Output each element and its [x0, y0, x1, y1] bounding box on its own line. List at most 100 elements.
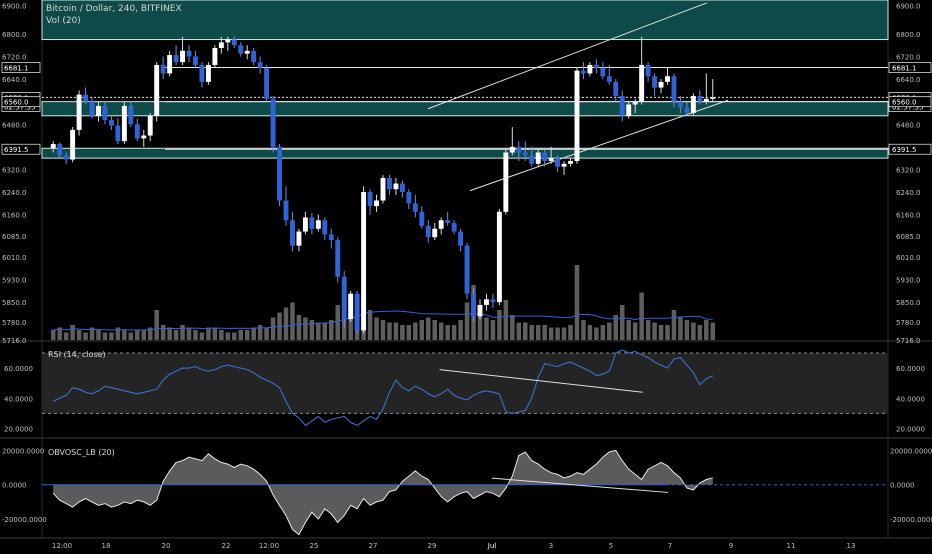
- volume-bar: [83, 332, 88, 340]
- time-axis-label: 29: [428, 542, 437, 550]
- candle-body: [580, 70, 586, 74]
- price-label-box-left: [1, 62, 41, 73]
- candle-body: [296, 231, 302, 246]
- price-tick-label-left: 5930.0: [2, 277, 27, 285]
- resistance-zone: [41, 147, 889, 159]
- volume-bar: [497, 310, 502, 340]
- price-tick-label-left: 6010.0: [2, 254, 27, 262]
- candle-body: [147, 115, 153, 136]
- volume-bar: [128, 332, 134, 340]
- volume-bar: [186, 327, 192, 340]
- candle-body: [438, 220, 444, 229]
- symbol-title: Bitcoin / Dollar, 240, BITFINEX: [46, 4, 182, 14]
- candle-body: [387, 177, 392, 190]
- candle-body: [167, 55, 173, 74]
- candle-body: [270, 98, 276, 147]
- volume-bar: [710, 322, 716, 340]
- candle-body: [251, 50, 257, 63]
- candle-body: [50, 144, 56, 149]
- candle-body: [264, 67, 270, 99]
- time-axis-label: Jul: [487, 542, 497, 550]
- price-label-left: 6681.1: [4, 64, 29, 72]
- candle-body: [115, 125, 121, 142]
- price-tick-label-right: 6085.0: [896, 233, 921, 241]
- candle-body: [451, 223, 457, 232]
- volume-bar: [458, 320, 463, 340]
- candle-body: [503, 152, 509, 212]
- candle-body: [613, 81, 619, 97]
- obv-tick-label-left: -20000.0000: [2, 516, 47, 524]
- volume-bar: [522, 322, 528, 340]
- candle-body: [471, 293, 476, 317]
- volume-bar: [632, 322, 638, 340]
- volume-bar: [335, 305, 341, 340]
- price-label-box-right: [888, 62, 932, 73]
- volume-bar: [490, 320, 496, 340]
- volume-bar: [70, 325, 75, 340]
- resistance-zone: [41, 0, 889, 41]
- obv-area: [53, 450, 713, 535]
- price-tick-label-left: 6320.0: [2, 166, 27, 174]
- volume-bar: [76, 330, 82, 340]
- volume-bar: [160, 325, 166, 340]
- volume-bar: [173, 330, 179, 340]
- candle-body: [561, 163, 567, 167]
- price-label-right: 6391.5: [892, 146, 917, 154]
- candle-body: [205, 64, 211, 82]
- candle-body: [406, 192, 412, 204]
- candle-body: [619, 96, 625, 116]
- candle-body: [309, 217, 315, 229]
- candle-body: [483, 299, 489, 305]
- price-tick-label-right: 5930.0: [896, 277, 921, 285]
- volume-bar: [406, 325, 412, 340]
- candle-body: [70, 129, 76, 160]
- price-label-left: 6560.0: [4, 99, 29, 107]
- volume-bar: [316, 322, 321, 340]
- candle-body: [671, 76, 677, 102]
- volume-bar: [535, 325, 541, 340]
- volume-ma-line: [53, 310, 713, 331]
- volume-bar: [141, 330, 147, 340]
- candle-body: [367, 192, 373, 207]
- candle-body: [244, 50, 250, 54]
- price-tick-label-left: 5850.0: [2, 299, 27, 307]
- price-tick-label-right: 6900.0: [896, 3, 921, 11]
- volume-bar: [587, 325, 593, 340]
- candle-body: [257, 62, 263, 68]
- rsi-divergence-line: [439, 369, 643, 393]
- candle-body: [665, 76, 670, 82]
- candle-body: [154, 64, 160, 116]
- candle-body: [529, 155, 535, 164]
- volume-bar: [678, 317, 683, 340]
- volume-bar: [510, 315, 515, 340]
- volume-bar: [639, 292, 644, 340]
- candle-body: [703, 98, 709, 102]
- candle-body: [134, 124, 140, 139]
- price-label-right: 6681.1: [892, 64, 917, 72]
- volume-bar: [167, 327, 172, 340]
- volume-bar: [303, 317, 308, 340]
- volume-bar: [413, 322, 418, 340]
- volume-bar: [89, 327, 95, 340]
- price-label-right: 6560.0: [892, 99, 917, 107]
- channel-trendline: [427, 2, 708, 110]
- time-axis-label: 11: [787, 542, 796, 550]
- candle-body: [290, 220, 295, 246]
- volume-bar: [516, 322, 522, 340]
- resistance-zone: [41, 101, 889, 117]
- obv-title: OBVOSC_LB (20): [48, 448, 115, 457]
- volume-bar: [393, 322, 399, 340]
- candle-body: [516, 146, 522, 153]
- candle-body: [63, 155, 69, 160]
- volume-bar: [50, 330, 56, 340]
- volume-bar: [283, 307, 289, 340]
- candle-body: [186, 50, 192, 57]
- volume-bar: [115, 327, 121, 340]
- price-tick-label-right: 6160.0: [896, 212, 921, 220]
- candle-body: [361, 192, 367, 331]
- price-tick-label-right: 6010.0: [896, 254, 921, 262]
- candle-body: [458, 231, 464, 246]
- candle-body: [231, 39, 237, 46]
